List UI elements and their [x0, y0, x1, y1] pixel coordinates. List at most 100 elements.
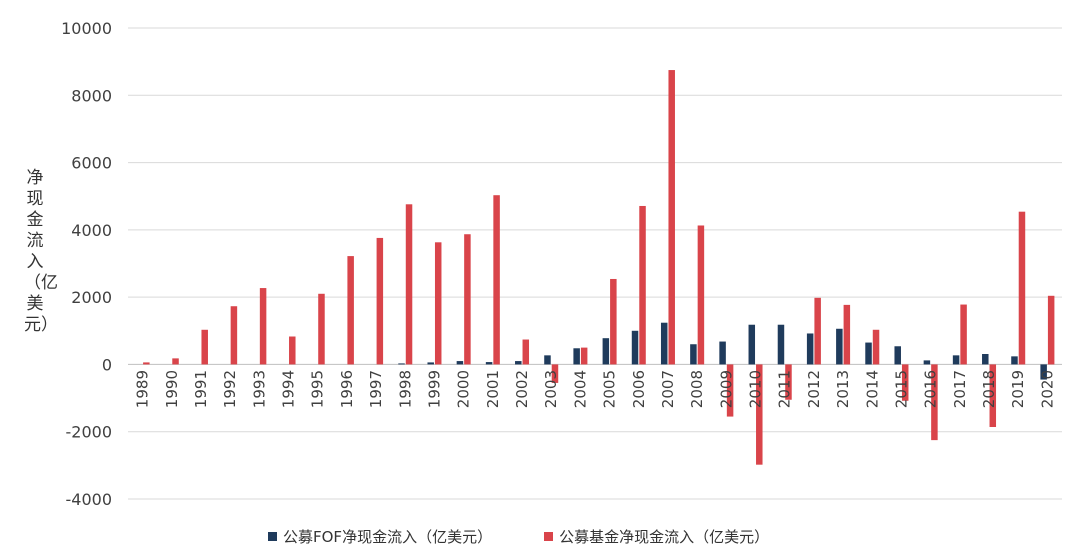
x-tick-label: 2002: [513, 370, 531, 408]
x-tick-label: 1990: [163, 370, 181, 408]
bar-fof: [602, 338, 610, 365]
legend: 公募FOF净现金流入（亿美元） 公募基金净现金流入（亿美元）: [268, 526, 821, 547]
bar-fund: [610, 278, 617, 365]
legend-swatch-fof: [268, 532, 277, 541]
legend-swatch-fund: [544, 532, 554, 541]
legend-item-fof: 公募FOF净现金流入（亿美元）: [268, 526, 492, 547]
bar-fund: [785, 364, 792, 400]
bar-fund: [259, 288, 267, 365]
bar-fof: [427, 362, 434, 365]
x-tick-label: 2012: [805, 370, 823, 408]
x-tick-label: 2018: [980, 370, 998, 408]
x-tick-label: 2017: [951, 370, 969, 408]
x-tick-label: 2013: [834, 370, 852, 408]
x-tick-label: 1994: [280, 370, 298, 408]
bar-fund: [901, 364, 909, 401]
y-tick-label: 6000: [71, 154, 112, 173]
bar-fund: [668, 70, 675, 365]
x-tick-label: 2003: [542, 370, 560, 408]
x-tick-label: 1997: [367, 370, 385, 408]
x-tick-label: 2006: [630, 370, 648, 408]
bar-fof: [1040, 364, 1047, 380]
bar-fund: [376, 237, 384, 365]
x-tick-label: 2020: [1038, 370, 1056, 408]
x-tick-label: 2001: [484, 370, 502, 408]
bar-fund: [1018, 211, 1026, 365]
bar-fund: [201, 329, 208, 365]
bar-fof: [544, 355, 551, 365]
x-tick-label: 2004: [571, 370, 589, 408]
bar-fund: [522, 339, 530, 365]
bar-fund: [289, 336, 296, 365]
bar-fund: [989, 364, 997, 428]
bar-fund: [726, 364, 734, 417]
x-tick-label: 1995: [309, 370, 327, 408]
y-tick-label: 10000: [61, 19, 112, 38]
x-tick-labels: 1989 1990 1991 1992 1993 1994 1995 1996 1997 1998…: [134, 370, 1057, 408]
legend-label-fund: 公募基金净现金流入（亿美元）: [559, 528, 770, 546]
bar-fof: [719, 341, 726, 365]
bar-fof: [573, 348, 580, 365]
bar-fof: [690, 344, 697, 365]
y-tick-label: -2000: [66, 423, 113, 442]
bars: [143, 70, 1055, 465]
bar-fund: [172, 358, 179, 365]
x-tick-label: 1993: [250, 370, 268, 408]
bar-fund: [347, 256, 354, 365]
legend-label-fof: 公募FOF净现金流入（亿美元）: [283, 528, 493, 546]
x-tick-label: 1991: [192, 370, 210, 408]
gridlines: [128, 27, 1062, 500]
bar-fund: [1047, 295, 1055, 365]
x-tick-label: 2009: [717, 370, 735, 408]
bar-fund: [230, 306, 238, 365]
bar-fund: [639, 205, 646, 365]
bar-fund: [843, 304, 851, 365]
bar-fund: [697, 225, 705, 365]
bar-fund: [434, 242, 442, 365]
bar-fof: [631, 330, 639, 365]
bar-fund: [814, 297, 821, 365]
y-tick-label: -4000: [66, 490, 113, 509]
bar-fof: [456, 361, 464, 365]
y-tick-label: 0: [102, 355, 112, 374]
bar-fof: [485, 362, 493, 365]
x-tick-label: 1996: [338, 370, 356, 408]
bar-fund: [872, 329, 880, 365]
x-tick-label: 2011: [776, 370, 794, 408]
bar-fof: [982, 353, 989, 365]
y-axis-label: 净现金流入（亿美元）: [24, 168, 58, 335]
bar-fund: [580, 347, 588, 365]
x-tick-label: 2014: [863, 370, 881, 408]
bar-fof: [1011, 356, 1018, 365]
x-tick-label: 2016: [922, 370, 940, 408]
x-tick-label: 2015: [892, 370, 910, 408]
legend-item-fund: 公募基金净现金流入（亿美元）: [544, 526, 769, 547]
x-tick-label: 2008: [688, 370, 706, 408]
bar-fof: [515, 361, 522, 365]
bar-fund: [756, 364, 763, 465]
x-tick-label: 2005: [601, 370, 619, 408]
y-tick-label: 8000: [71, 86, 112, 105]
bar-fund: [551, 364, 559, 383]
bar-fund: [960, 304, 967, 365]
bar-fund: [931, 364, 938, 441]
bar-fof: [806, 333, 814, 365]
bar-fund: [464, 234, 471, 365]
y-tick-labels: 10000 8000 6000 4000 2000 0 -2000 -4000: [61, 19, 112, 509]
x-tick-label: 1998: [396, 370, 414, 408]
y-tick-label: 2000: [71, 288, 112, 307]
bar-fof: [894, 346, 901, 365]
y-tick-label: 4000: [71, 221, 112, 240]
x-tick-label: 2007: [659, 370, 677, 408]
bar-fof: [923, 360, 931, 365]
bar-fund: [318, 293, 325, 365]
x-tick-label: 2019: [1009, 370, 1027, 408]
bar-fof: [777, 324, 785, 365]
x-tick-label: 1999: [425, 370, 443, 408]
x-tick-label: 2010: [747, 370, 765, 408]
bar-fof: [952, 355, 960, 365]
bar-fof: [836, 328, 843, 365]
bar-fof: [748, 324, 756, 365]
bar-fof: [660, 322, 668, 365]
